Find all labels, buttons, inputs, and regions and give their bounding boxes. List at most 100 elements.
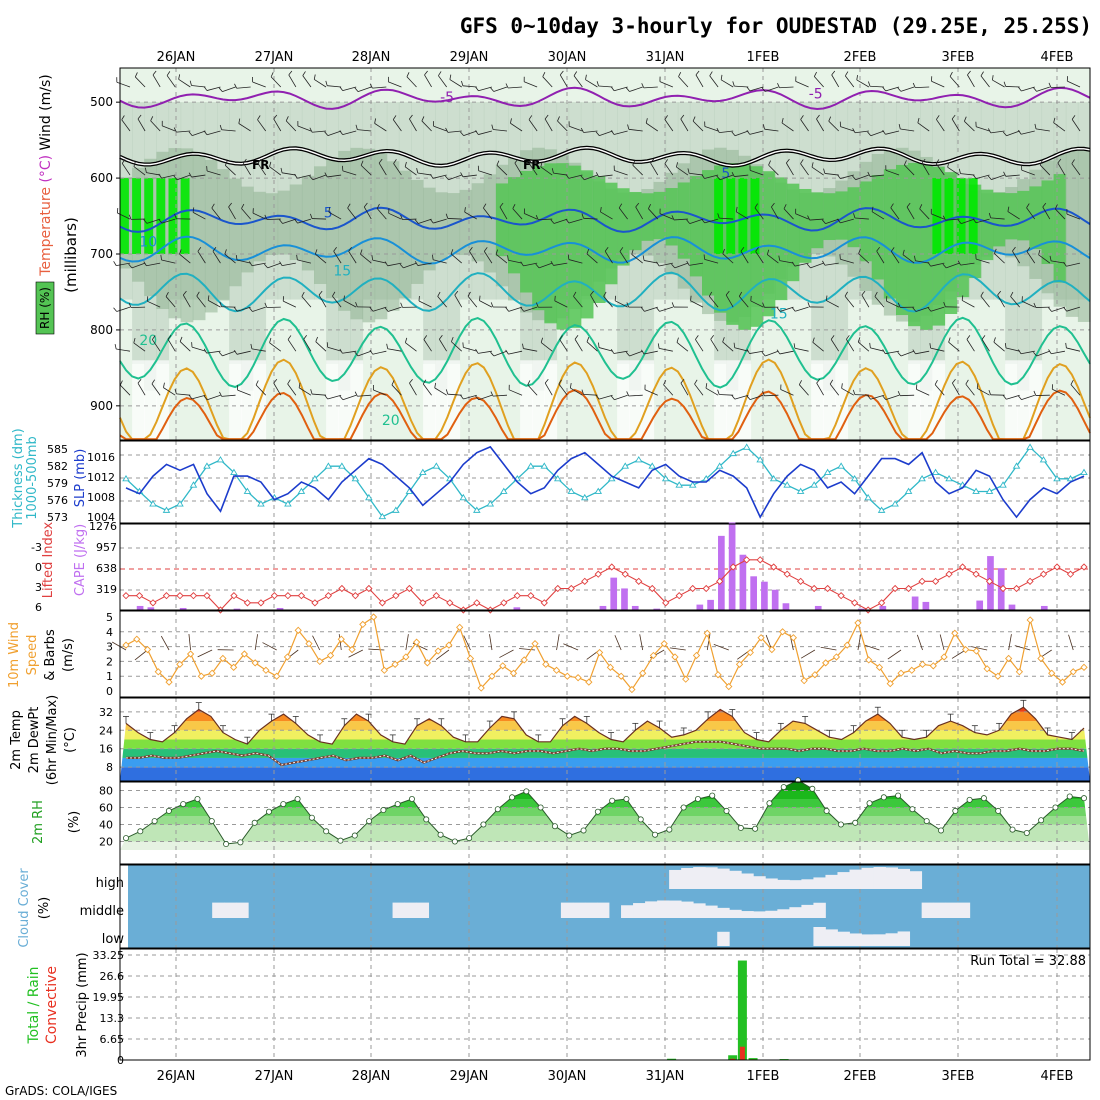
rh-point-42 xyxy=(709,792,716,799)
wind-barb xyxy=(1021,300,1035,308)
wind-barb xyxy=(302,75,312,88)
wind-barb xyxy=(844,295,855,308)
wind-barb-feather xyxy=(716,127,720,133)
wind-barb-feather xyxy=(309,127,313,133)
rh-band-green xyxy=(1041,180,1055,265)
wind-barb-feather xyxy=(882,86,886,92)
wind-barb-feather xyxy=(807,302,811,308)
top-date-3FEB: 3FEB xyxy=(942,50,975,65)
cloud-cell xyxy=(693,903,706,918)
rh-band-green xyxy=(883,169,897,299)
rh-dry-pocket xyxy=(520,360,533,440)
wind-barb xyxy=(604,251,613,264)
wind-barb-feather xyxy=(179,336,183,342)
wind-barb-feather xyxy=(671,263,676,269)
top-date-2FEB: 2FEB xyxy=(844,50,877,65)
wind-barb-feather xyxy=(882,349,886,354)
wind-barb-feather xyxy=(676,162,678,168)
wind-barb xyxy=(433,125,447,132)
wind-barb-feather xyxy=(207,295,210,301)
wind-barb-feather xyxy=(694,379,698,385)
wind-barb xyxy=(182,294,191,308)
wind-barb-feather xyxy=(339,86,344,91)
lifted-point-17 xyxy=(338,584,346,593)
rh-dry-pocket xyxy=(908,360,921,440)
wind-barb xyxy=(780,389,794,396)
wind-barb xyxy=(301,296,312,308)
surface-wind-barb xyxy=(1068,634,1074,651)
wind-barb xyxy=(917,122,930,132)
wind-barb-feather xyxy=(460,172,464,178)
wind-barb-feather xyxy=(233,349,238,355)
wind-barb xyxy=(619,251,628,264)
rh-point-47 xyxy=(780,784,787,791)
wind-barb-feather xyxy=(852,128,856,133)
wind-barb-feather xyxy=(173,175,178,181)
temp-band-1 xyxy=(120,767,1090,781)
wind-barb xyxy=(786,162,794,176)
wind-barb xyxy=(360,253,372,264)
cloud-cell xyxy=(717,868,730,889)
wind-barb xyxy=(372,306,387,312)
wind-barb-feather xyxy=(423,335,428,340)
lifted-point-69 xyxy=(1039,570,1048,578)
wind-barb-feather xyxy=(965,379,969,385)
wind-barb-feather xyxy=(890,203,894,209)
rh-point-22 xyxy=(423,816,430,823)
wind-barb xyxy=(722,253,734,264)
wind-barb-feather xyxy=(328,207,330,213)
rh-point-16 xyxy=(337,837,344,844)
wind-barb xyxy=(676,166,689,176)
wind-barb-feather xyxy=(1071,115,1076,120)
wind-speed-point-64 xyxy=(800,677,808,685)
wind-barb xyxy=(885,350,900,355)
wind-barb-feather xyxy=(949,71,953,77)
wind-barb xyxy=(392,119,402,132)
temp-tick-16: 16 xyxy=(99,743,113,756)
wind-barb xyxy=(479,300,493,308)
wind-barb-feather xyxy=(1026,203,1030,208)
wind-barb xyxy=(433,218,447,224)
isotherm-label-3: 5 xyxy=(324,206,333,222)
lifted-point-35 xyxy=(581,577,589,585)
wind-barb-feather xyxy=(626,302,630,308)
wind-barb-feather xyxy=(424,70,428,76)
wind-barb-feather xyxy=(967,70,971,76)
wind-barb xyxy=(553,262,568,266)
thickness-point-47 xyxy=(742,443,751,450)
wind-speed-point-61 xyxy=(768,645,776,654)
rh-point-14 xyxy=(308,814,315,821)
wind-barb xyxy=(795,306,809,312)
wind-barb-feather xyxy=(224,160,228,166)
wind-barb-feather xyxy=(957,219,962,224)
wind-barb xyxy=(133,166,146,176)
cloud-row-label-middle: middle xyxy=(80,904,124,919)
wind-barb xyxy=(241,208,251,220)
rh-band-dark xyxy=(289,184,303,261)
wind-barb xyxy=(614,300,628,308)
wind-barb-feather xyxy=(762,124,765,130)
wind-barb-feather xyxy=(692,116,696,122)
wind-barb xyxy=(1012,250,1021,264)
wind-barb-feather xyxy=(483,247,488,252)
wind-barb xyxy=(870,130,885,137)
wind-barb xyxy=(438,339,448,352)
wind-barb-feather xyxy=(603,291,607,297)
rh-point-38 xyxy=(652,831,659,838)
wind-barb-feather xyxy=(218,87,223,92)
wind-barb xyxy=(890,251,900,264)
wind-barb xyxy=(704,126,719,132)
temperature-axis-label-part-1: 2m Temp xyxy=(9,710,24,770)
thickness-point-39 xyxy=(634,456,643,463)
rh-point-30 xyxy=(537,804,544,811)
wind-barb-feather xyxy=(378,158,383,164)
wind-barb xyxy=(527,384,538,396)
wind-barb-feather xyxy=(241,203,245,209)
wind-barb xyxy=(749,170,764,176)
isotherm-label-1: -5 xyxy=(440,90,454,106)
wind-barb xyxy=(740,250,749,264)
rh-point-54 xyxy=(880,794,887,801)
thickness-point-3 xyxy=(149,500,157,507)
wind-barb-feather xyxy=(314,249,318,255)
rh-dry-pocket xyxy=(423,360,436,440)
